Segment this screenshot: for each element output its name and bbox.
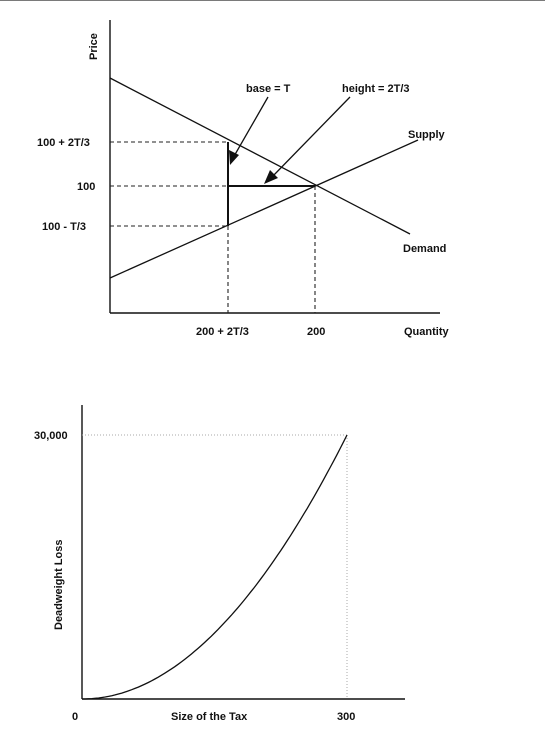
demand-label: Demand: [403, 243, 446, 255]
supply-label: Supply: [408, 129, 446, 141]
y-tick-upper: 100 + 2T/3: [37, 137, 90, 149]
y-tick-lower: 100 - T/3: [42, 221, 86, 233]
dwl-y-axis-label: Deadweight Loss: [53, 540, 65, 630]
dwl-curve: [82, 434, 348, 700]
y-axis-label: Price: [88, 33, 100, 60]
dwl-x-axis-label: Size of the Tax: [171, 711, 248, 723]
base-arrowhead-icon: [229, 150, 239, 165]
height-arrowhead-icon: [264, 170, 278, 184]
demand-line: [109, 77, 411, 235]
dwl-series: [82, 434, 348, 700]
x-axis-label: Quantity: [404, 326, 449, 338]
dwl-x-tick-0: 0: [72, 711, 78, 723]
y-tick-mid: 100: [77, 181, 95, 193]
supply-line: [109, 139, 419, 279]
x-tick-equilibrium: 200: [307, 326, 325, 338]
height-annotation: height = 2T/3: [342, 83, 410, 95]
height-arrow: [271, 96, 351, 178]
x-tick-tax: 200 + 2T/3: [196, 326, 249, 338]
deadweight-loss-chart: Deadweight Loss Size of the Tax 0 300 30…: [34, 405, 405, 723]
base-annotation: base = T: [246, 83, 291, 95]
top-border: [0, 0, 545, 1]
base-arrow: [232, 96, 269, 159]
dwl-x-tick-300: 300: [337, 711, 355, 723]
dwl-y-tick-max: 30,000: [34, 430, 68, 442]
